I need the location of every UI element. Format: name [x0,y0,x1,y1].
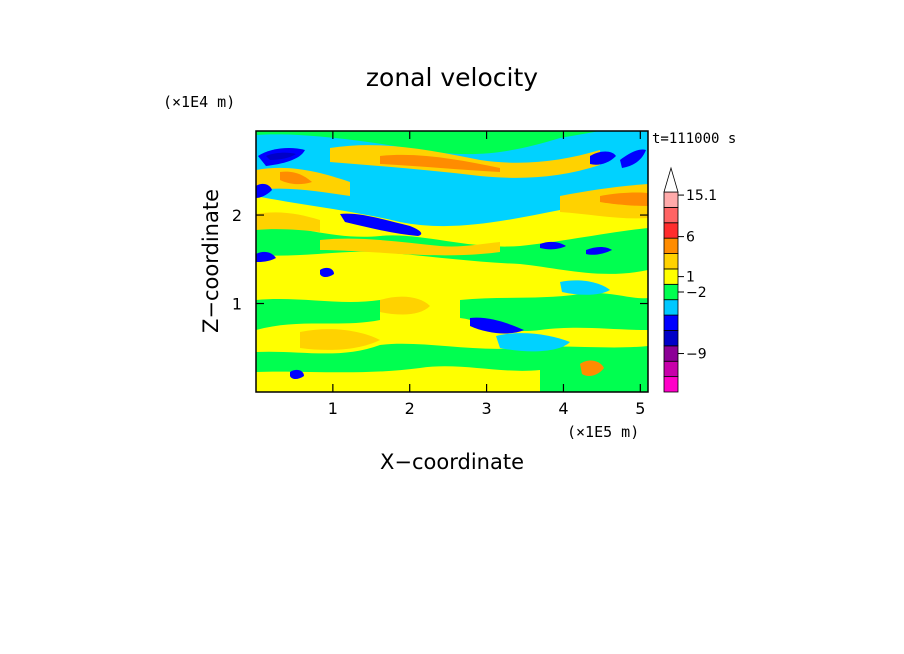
colorbar-level [663,376,679,393]
y-tick-label: 2 [232,206,242,225]
colorbar-level [663,253,679,270]
colorbar-level [663,299,679,316]
y-tick-label: 1 [232,295,242,314]
colorbar-level [663,283,679,301]
colorbar-level [663,206,679,224]
colorbar-level [663,314,679,331]
y-axis-ticks: 12 [232,206,648,314]
plot-frame [255,130,649,393]
x-axis-label: X−coordinate [380,450,524,474]
x-tick-label: 5 [635,399,645,418]
colorbar-label: −2 [686,285,707,301]
colorbar [663,166,679,393]
x-tick-label: 1 [328,399,338,418]
y-unit-label: (×1E4 m) [163,93,235,111]
x-tick-label: 2 [405,399,415,418]
colorbar-label: 6 [686,230,695,246]
colorbar-level [663,345,679,362]
colorbar-level [663,237,679,254]
chart-title: zonal velocity [366,63,538,92]
time-label: t=111000 s [652,131,736,147]
x-tick-label: 3 [481,399,491,418]
x-axis-ticks: 1 2 3 4 5 [328,131,645,418]
colorbar-arrow [663,166,679,193]
x-unit-label: (×1E5 m) [567,423,639,441]
colorbar-label: −9 [686,347,707,363]
colorbar-level [663,268,679,285]
colorbar-level [663,360,679,378]
colorbar-label: 1 [686,270,695,286]
y-axis-label: Z−coordinate [199,189,223,333]
x-tick-label: 4 [558,399,568,418]
colorbar-level [663,191,679,208]
colorbar-label: 15.1 [686,188,717,204]
colorbar-level [663,222,679,239]
contour-field [256,131,648,392]
colorbar-level [663,330,679,347]
colorbar-labels: 15.1 6 1−2 −9 [678,188,717,363]
